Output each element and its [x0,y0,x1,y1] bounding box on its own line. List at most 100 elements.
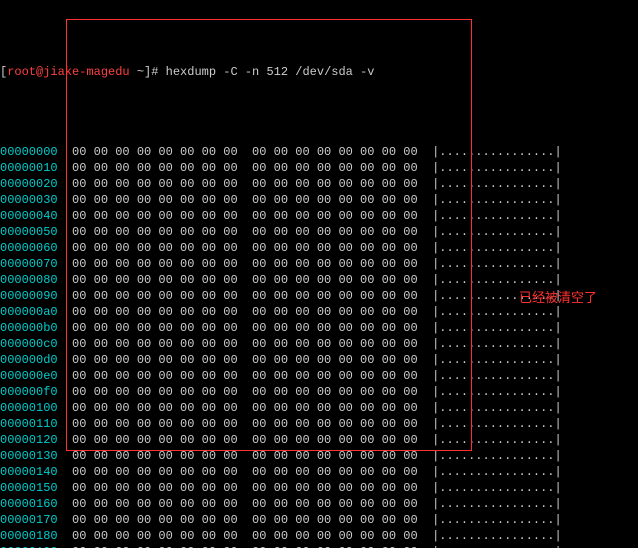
hexdump-hex: 00 00 00 00 00 00 00 00 00 00 00 00 00 0… [58,336,432,352]
hexdump-hex: 00 00 00 00 00 00 00 00 00 00 00 00 00 0… [58,384,432,400]
hexdump-offset: 00000110 [0,416,58,432]
hexdump-hex: 00 00 00 00 00 00 00 00 00 00 00 00 00 0… [58,272,432,288]
hexdump-row: 00000110 00 00 00 00 00 00 00 00 00 00 0… [0,416,638,432]
hexdump-row: 00000000 00 00 00 00 00 00 00 00 00 00 0… [0,144,638,160]
hexdump-offset: 00000130 [0,448,58,464]
hexdump-ascii: |................| [432,352,562,368]
hexdump-offset: 00000190 [0,544,58,548]
bracket-close: ]# [144,64,158,80]
hexdump-offset: 00000100 [0,400,58,416]
hexdump-offset: 00000040 [0,208,58,224]
hexdump-ascii: |................| [432,320,562,336]
hexdump-ascii: |................| [432,288,562,304]
hexdump-offset: 00000070 [0,256,58,272]
hexdump-ascii: |................| [432,304,562,320]
hexdump-ascii: |................| [432,160,562,176]
hexdump-hex: 00 00 00 00 00 00 00 00 00 00 00 00 00 0… [58,448,432,464]
hexdump-hex: 00 00 00 00 00 00 00 00 00 00 00 00 00 0… [58,512,432,528]
prompt-line[interactable]: [ root@jiake-magedu ~ ]# hexdump -C -n 5… [0,64,638,80]
hexdump-row: 000000b0 00 00 00 00 00 00 00 00 00 00 0… [0,320,638,336]
hexdump-hex: 00 00 00 00 00 00 00 00 00 00 00 00 00 0… [58,240,432,256]
hexdump-ascii: |................| [432,240,562,256]
hexdump-hex: 00 00 00 00 00 00 00 00 00 00 00 00 00 0… [58,224,432,240]
hexdump-offset: 00000090 [0,288,58,304]
hexdump-row: 00000170 00 00 00 00 00 00 00 00 00 00 0… [0,512,638,528]
hexdump-row: 00000070 00 00 00 00 00 00 00 00 00 00 0… [0,256,638,272]
hexdump-hex: 00 00 00 00 00 00 00 00 00 00 00 00 00 0… [58,464,432,480]
hexdump-row: 00000080 00 00 00 00 00 00 00 00 00 00 0… [0,272,638,288]
hexdump-hex: 00 00 00 00 00 00 00 00 00 00 00 00 00 0… [58,320,432,336]
hexdump-hex: 00 00 00 00 00 00 00 00 00 00 00 00 00 0… [58,176,432,192]
hexdump-ascii: |................| [432,272,562,288]
hexdump-hex: 00 00 00 00 00 00 00 00 00 00 00 00 00 0… [58,144,432,160]
hexdump-row: 00000010 00 00 00 00 00 00 00 00 00 00 0… [0,160,638,176]
hexdump-hex: 00 00 00 00 00 00 00 00 00 00 00 00 00 0… [58,288,432,304]
hexdump-hex: 00 00 00 00 00 00 00 00 00 00 00 00 00 0… [58,416,432,432]
hexdump-hex: 00 00 00 00 00 00 00 00 00 00 00 00 00 0… [58,544,432,548]
hexdump-hex: 00 00 00 00 00 00 00 00 00 00 00 00 00 0… [58,368,432,384]
hexdump-ascii: |................| [432,496,562,512]
hexdump-row: 00000140 00 00 00 00 00 00 00 00 00 00 0… [0,464,638,480]
hexdump-hex: 00 00 00 00 00 00 00 00 00 00 00 00 00 0… [58,528,432,544]
hexdump-ascii: |................| [432,384,562,400]
hexdump-offset: 000000b0 [0,320,58,336]
hexdump-offset: 00000160 [0,496,58,512]
hexdump-row: 00000040 00 00 00 00 00 00 00 00 00 00 0… [0,208,638,224]
hexdump-ascii: |................| [432,144,562,160]
hexdump-ascii: |................| [432,416,562,432]
hexdump-row: 000000c0 00 00 00 00 00 00 00 00 00 00 0… [0,336,638,352]
hexdump-row: 00000120 00 00 00 00 00 00 00 00 00 00 0… [0,432,638,448]
hexdump-hex: 00 00 00 00 00 00 00 00 00 00 00 00 00 0… [58,256,432,272]
hexdump-ascii: |................| [432,512,562,528]
hexdump-ascii: |................| [432,256,562,272]
hexdump-row: 000000f0 00 00 00 00 00 00 00 00 00 00 0… [0,384,638,400]
hexdump-offset: 00000010 [0,160,58,176]
hexdump-ascii: |................| [432,368,562,384]
hexdump-offset: 00000020 [0,176,58,192]
hexdump-row: 00000160 00 00 00 00 00 00 00 00 00 00 0… [0,496,638,512]
hexdump-ascii: |................| [432,480,562,496]
hexdump-ascii: |................| [432,176,562,192]
hexdump-row: 00000050 00 00 00 00 00 00 00 00 00 00 0… [0,224,638,240]
hexdump-offset: 00000140 [0,464,58,480]
hexdump-ascii: |................| [432,544,562,548]
hexdump-ascii: |................| [432,192,562,208]
hexdump-ascii: |................| [432,208,562,224]
bracket-open: [ [0,64,7,80]
hexdump-hex: 00 00 00 00 00 00 00 00 00 00 00 00 00 0… [58,352,432,368]
hexdump-zero-rows: 00000000 00 00 00 00 00 00 00 00 00 00 0… [0,144,638,548]
hexdump-offset: 00000050 [0,224,58,240]
hexdump-offset: 000000d0 [0,352,58,368]
hexdump-row: 00000190 00 00 00 00 00 00 00 00 00 00 0… [0,544,638,548]
hexdump-row: 00000060 00 00 00 00 00 00 00 00 00 00 0… [0,240,638,256]
hexdump-offset: 00000180 [0,528,58,544]
hexdump-offset: 00000120 [0,432,58,448]
tilde: ~ [130,64,144,80]
hexdump-row: 000000d0 00 00 00 00 00 00 00 00 00 00 0… [0,352,638,368]
hexdump-hex: 00 00 00 00 00 00 00 00 00 00 00 00 00 0… [58,208,432,224]
hexdump-hex: 00 00 00 00 00 00 00 00 00 00 00 00 00 0… [58,304,432,320]
hexdump-ascii: |................| [432,400,562,416]
hexdump-row: 00000150 00 00 00 00 00 00 00 00 00 00 0… [0,480,638,496]
hexdump-row: 000000e0 00 00 00 00 00 00 00 00 00 00 0… [0,368,638,384]
hexdump-offset: 00000150 [0,480,58,496]
hexdump-offset: 00000060 [0,240,58,256]
hexdump-offset: 000000e0 [0,368,58,384]
hexdump-hex: 00 00 00 00 00 00 00 00 00 00 00 00 00 0… [58,400,432,416]
user-host: root@jiake-magedu [7,64,129,80]
hexdump-row: 00000130 00 00 00 00 00 00 00 00 00 00 0… [0,448,638,464]
command-text: hexdump -C -n 512 /dev/sda -v [158,64,374,80]
hexdump-hex: 00 00 00 00 00 00 00 00 00 00 00 00 00 0… [58,432,432,448]
hexdump-ascii: |................| [432,432,562,448]
hexdump-ascii: |................| [432,528,562,544]
hexdump-row: 00000180 00 00 00 00 00 00 00 00 00 00 0… [0,528,638,544]
hexdump-row: 000000a0 00 00 00 00 00 00 00 00 00 00 0… [0,304,638,320]
hexdump-row: 00000090 00 00 00 00 00 00 00 00 00 00 0… [0,288,638,304]
hexdump-row: 00000030 00 00 00 00 00 00 00 00 00 00 0… [0,192,638,208]
hexdump-ascii: |................| [432,224,562,240]
hexdump-offset: 000000a0 [0,304,58,320]
terminal-window: [ root@jiake-magedu ~ ]# hexdump -C -n 5… [0,0,638,548]
hexdump-offset: 00000170 [0,512,58,528]
hexdump-ascii: |................| [432,448,562,464]
hexdump-offset: 000000f0 [0,384,58,400]
